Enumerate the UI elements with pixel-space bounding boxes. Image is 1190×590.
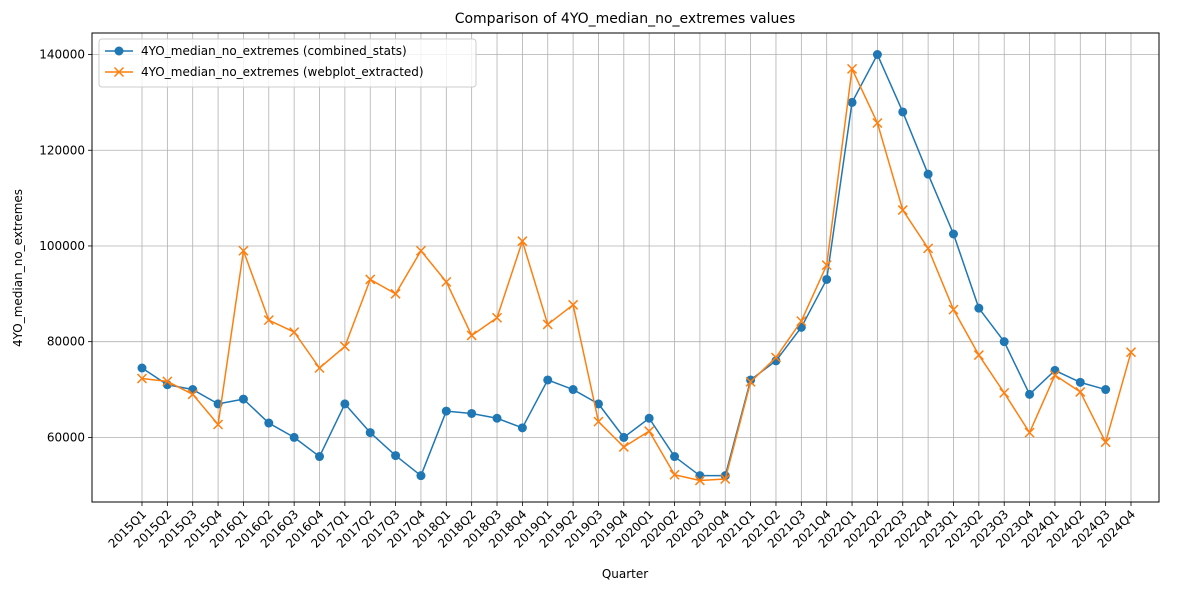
data-point-combined: [543, 375, 553, 385]
series-webplot: [136, 63, 1137, 486]
y-axis: 60000 80000 100000 120000 140000: [39, 48, 92, 444]
legend-marker-webplot: [113, 66, 125, 78]
data-point-combined: [365, 428, 375, 438]
y-tick-label: 100000: [39, 239, 85, 253]
legend-marker-combined: [114, 46, 124, 56]
data-point-combined: [340, 399, 350, 409]
data-point-combined: [644, 413, 654, 423]
grid: [92, 33, 1159, 502]
series-layer: [136, 50, 1137, 486]
data-point-webplot: [847, 63, 858, 74]
data-point-webplot: [415, 245, 426, 256]
data-point-combined: [670, 452, 680, 462]
data-point-combined: [238, 394, 248, 404]
data-point-combined: [619, 432, 629, 442]
data-point-combined: [771, 356, 781, 366]
data-point-webplot: [821, 260, 832, 271]
y-tick-label: 60000: [47, 430, 85, 444]
data-point-combined: [264, 418, 274, 428]
data-point-webplot: [390, 288, 401, 299]
data-point-webplot: [770, 352, 782, 363]
data-point-combined: [898, 107, 908, 117]
data-point-webplot: [263, 315, 274, 326]
data-point-webplot: [1024, 427, 1035, 438]
data-point-webplot: [365, 274, 376, 285]
data-point-webplot: [745, 376, 756, 387]
plot-area: [91, 32, 1160, 503]
data-point-combined: [1101, 385, 1111, 395]
data-point-combined: [315, 452, 325, 462]
data-point-webplot: [136, 373, 148, 384]
data-point-combined: [695, 471, 705, 481]
data-point-combined: [948, 229, 958, 239]
data-point-combined: [999, 337, 1009, 347]
data-point-webplot: [1125, 347, 1137, 358]
data-point-webplot: [694, 475, 705, 486]
legend-frame: [98, 38, 477, 88]
data-point-combined: [517, 423, 527, 433]
data-point-webplot: [973, 350, 984, 361]
data-point-webplot: [339, 341, 350, 352]
data-point-webplot: [644, 426, 655, 437]
legend: 4YO_median_no_extremes (combined_stats) …: [98, 38, 477, 88]
data-point-combined: [1050, 365, 1060, 375]
data-point-webplot: [1100, 437, 1111, 448]
data-point-combined: [923, 169, 933, 179]
data-point-combined: [974, 303, 984, 313]
data-point-webplot: [568, 299, 579, 310]
data-point-webplot: [720, 473, 731, 485]
data-point-combined: [1025, 389, 1035, 399]
data-point-webplot: [1049, 370, 1060, 381]
series-combined: [137, 50, 1111, 481]
data-point-webplot: [948, 304, 959, 315]
data-point-combined: [847, 97, 857, 107]
data-point-combined: [467, 408, 477, 418]
legend-label-combined: 4YO_median_no_extremes (combined_stats): [141, 44, 407, 58]
data-point-combined: [872, 50, 882, 60]
data-point-webplot: [187, 389, 198, 400]
data-point-webplot: [923, 243, 934, 254]
data-point-combined: [137, 363, 147, 373]
y-axis-label: 4YO_median_no_extremes: [11, 189, 25, 347]
data-point-webplot: [618, 441, 629, 452]
data-point-combined: [289, 432, 299, 442]
data-point-webplot: [593, 416, 604, 427]
data-point-webplot: [999, 387, 1010, 398]
data-point-webplot: [669, 469, 680, 480]
data-point-combined: [746, 375, 756, 385]
data-point-webplot: [796, 316, 807, 327]
y-tick-label: 120000: [39, 143, 85, 157]
data-point-webplot: [466, 330, 477, 341]
data-point-combined: [568, 385, 578, 395]
data-point-webplot: [542, 319, 553, 330]
data-point-combined: [1075, 377, 1085, 387]
data-point-webplot: [872, 117, 883, 129]
data-point-combined: [822, 274, 832, 284]
x-axis-label: Quarter: [602, 567, 648, 581]
y-tick-label: 140000: [39, 48, 85, 62]
y-tick-label: 80000: [47, 335, 85, 349]
series-line-webplot: [141, 68, 1132, 482]
data-point-webplot: [314, 362, 325, 374]
data-point-combined: [416, 471, 426, 481]
data-point-webplot: [289, 327, 300, 338]
data-point-combined: [441, 406, 451, 416]
data-point-combined: [593, 399, 603, 409]
data-point-webplot: [441, 276, 452, 287]
chart-title: Comparison of 4YO_median_no_extremes val…: [455, 11, 796, 27]
data-point-combined: [720, 471, 730, 481]
data-point-webplot: [238, 245, 249, 256]
legend-label-webplot: 4YO_median_no_extremes (webplot_extracte…: [141, 65, 424, 79]
data-point-combined: [492, 413, 502, 423]
data-point-webplot: [162, 376, 173, 387]
data-point-webplot: [517, 236, 528, 247]
data-point-combined: [391, 451, 401, 461]
data-point-webplot: [897, 205, 908, 216]
data-point-webplot: [491, 312, 503, 323]
data-point-webplot: [213, 419, 224, 430]
data-point-webplot: [1075, 386, 1086, 397]
